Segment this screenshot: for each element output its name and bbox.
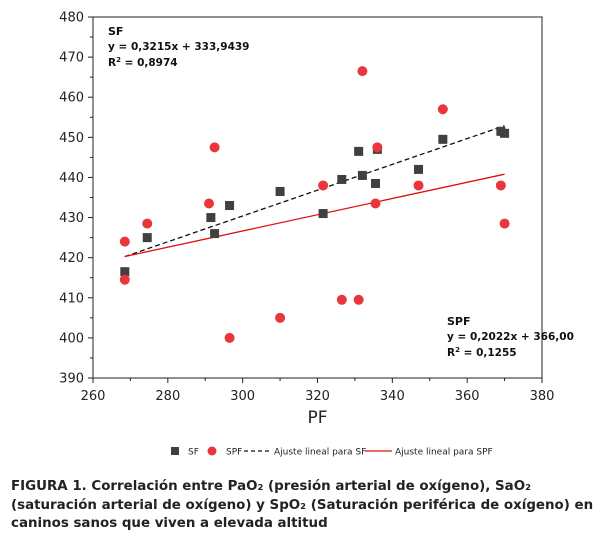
point-sf — [370, 178, 380, 188]
point-spf — [119, 274, 130, 285]
y-tick-label: 480 — [59, 11, 84, 26]
point-sf — [225, 201, 235, 211]
axes: 390 400 410 420 430 440 450 460 470 480 260 280 300 3… — [59, 11, 554, 429]
point-sf — [337, 174, 347, 184]
point-sf — [438, 134, 448, 144]
fit-r2-sf: R2 = 0,8974 — [108, 56, 178, 69]
y-tick-label: 430 — [59, 211, 84, 226]
point-sf — [414, 164, 424, 174]
point-sf — [275, 186, 285, 196]
x-tick-label: 260 — [81, 389, 106, 404]
legend-label-fit-spf: Ajuste lineal para SPF — [395, 448, 493, 458]
point-sf — [357, 170, 367, 180]
point-spf — [370, 198, 381, 209]
fit-equation-sf: y = 0,3215x + 333,9439 — [108, 41, 249, 53]
point-spf — [142, 218, 153, 229]
fit-title-spf: SPF — [447, 315, 471, 328]
x-tick-label: 300 — [230, 389, 255, 404]
fit-r2-spf: R2 = 0,1255 — [447, 346, 517, 359]
point-spf — [357, 66, 368, 77]
x-tick-label: 340 — [380, 389, 405, 404]
y-tick-label: 460 — [59, 91, 84, 106]
y-tick-label: 390 — [59, 372, 84, 387]
y-tick-label: 400 — [59, 331, 84, 346]
point-sf — [500, 128, 510, 138]
point-spf — [203, 198, 214, 209]
legend-label-sf: SF — [188, 448, 199, 458]
legend-marker-spf — [207, 446, 217, 456]
point-sf — [120, 267, 130, 277]
point-spf — [372, 142, 383, 153]
fit-line-spf — [124, 173, 505, 258]
point-spf — [119, 236, 130, 247]
point-sf — [206, 213, 216, 223]
x-tick-label: 360 — [455, 389, 480, 404]
x-axis-label: PF — [307, 408, 327, 428]
caption-text: Correlación entre PaO₂ (presión arterial… — [11, 479, 594, 531]
y-tick-label: 450 — [59, 131, 84, 146]
point-spf — [353, 294, 364, 305]
y-tick-label: 410 — [59, 291, 84, 306]
x-tick-label: 280 — [155, 389, 180, 404]
point-spf — [209, 142, 220, 153]
point-sf — [210, 229, 220, 239]
x-tick-label: 320 — [305, 389, 330, 404]
legend-label-spf: SPF — [226, 448, 242, 458]
fit-annotations: SF y = 0,3215x + 333,9439 R2 = 0,8974 SPF y … — [108, 25, 574, 359]
fit-lines — [124, 125, 505, 258]
y-tick-label: 440 — [59, 171, 84, 186]
figure-caption: FIGURA 1. Correlación entre PaO₂ (presió… — [11, 478, 611, 534]
point-sf — [318, 209, 328, 219]
point-spf — [499, 218, 510, 229]
point-sf — [142, 233, 152, 243]
caption-label: FIGURA 1. — [11, 479, 87, 494]
fit-equation-spf: y = 0,2022x + 366,00 — [447, 331, 574, 343]
legend-label-fit-sf: Ajuste lineal para SF — [274, 448, 366, 458]
point-spf — [318, 180, 329, 191]
y-tick-label: 420 — [59, 251, 84, 266]
plot-frame — [92, 16, 543, 379]
point-spf — [275, 312, 286, 323]
x-tick-label: 380 — [530, 389, 555, 404]
fit-line-sf — [124, 125, 505, 258]
y-tick-label: 470 — [59, 51, 84, 66]
point-spf — [437, 104, 448, 115]
data-points — [119, 66, 510, 343]
fit-title-sf: SF — [108, 25, 123, 38]
legend-marker-sf — [171, 447, 179, 455]
scatter-chart: 390 400 410 420 430 440 450 460 470 480 260 280 300 3… — [59, 11, 574, 458]
point-sf — [354, 146, 364, 156]
point-spf — [413, 180, 424, 191]
legend: SF SPF Ajuste lineal para SF Ajuste lineal … — [171, 446, 493, 458]
point-spf — [336, 294, 347, 305]
point-spf — [495, 180, 506, 191]
point-spf — [224, 332, 235, 343]
